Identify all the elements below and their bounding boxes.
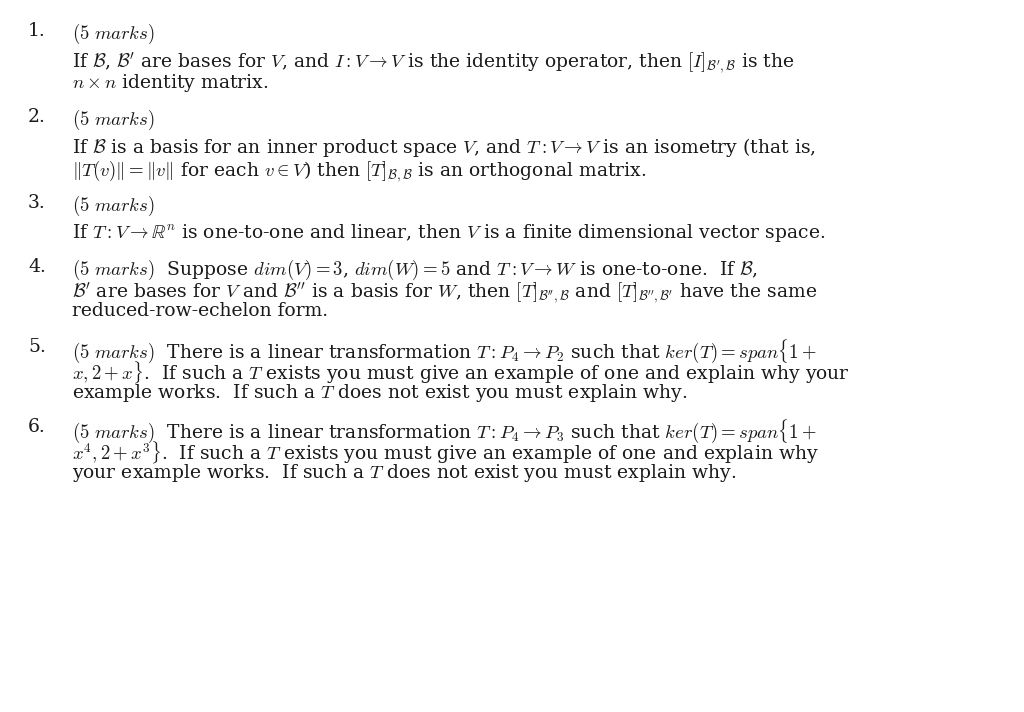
Text: $\it{(5\ marks)}$  There is a linear transformation $T : P_4 \rightarrow P_2$ su: $\it{(5\ marks)}$ There is a linear tran…: [72, 338, 817, 365]
Text: 3.: 3.: [28, 194, 46, 212]
Text: 4.: 4.: [28, 258, 46, 276]
Text: If $\mathcal{B}$, $\mathcal{B}'$ are bases for $V$, and $I : V \rightarrow V$ is: If $\mathcal{B}$, $\mathcal{B}'$ are bas…: [72, 50, 795, 75]
Text: If $\mathcal{B}$ is a basis for an inner product space $V$, and $T : V \rightarr: If $\mathcal{B}$ is a basis for an inner…: [72, 136, 816, 159]
Text: $x^4, 2+x^3\}$.  If such a $T$ exists you must give an example of one and explai: $x^4, 2+x^3\}$. If such a $T$ exists you…: [72, 440, 819, 466]
Text: If $T : V \rightarrow \mathbb{R}^n$ is one-to-one and linear, then $V$ is a fini: If $T : V \rightarrow \mathbb{R}^n$ is o…: [72, 222, 825, 244]
Text: your example works.  If such a $T$ does not exist you must explain why.: your example works. If such a $T$ does n…: [72, 462, 736, 484]
Text: $\|T(v)\| = \|v\|$ for each $v \in V$) then $[T]_{\mathcal{B},\mathcal{B}}$ is a: $\|T(v)\| = \|v\|$ for each $v \in V$) t…: [72, 158, 646, 184]
Text: reduced-row-echelon form.: reduced-row-echelon form.: [72, 302, 328, 320]
Text: $x, 2+x\}$.  If such a $T$ exists you must give an example of one and explain wh: $x, 2+x\}$. If such a $T$ exists you mus…: [72, 360, 850, 387]
Text: 2.: 2.: [28, 108, 46, 126]
Text: $n \times n$ identity matrix.: $n \times n$ identity matrix.: [72, 72, 268, 94]
Text: example works.  If such a $T$ does not exist you must explain why.: example works. If such a $T$ does not ex…: [72, 382, 688, 404]
Text: 1.: 1.: [28, 22, 46, 40]
Text: $\it{(5\ marks)}$: $\it{(5\ marks)}$: [72, 194, 155, 218]
Text: $\mathcal{B}'$ are bases for $V$ and $\mathcal{B}''$ is a basis for $W$, then $[: $\mathcal{B}'$ are bases for $V$ and $\m…: [72, 280, 817, 305]
Text: $\it{(5\ marks)}$  There is a linear transformation $T : P_4 \rightarrow P_3$ su: $\it{(5\ marks)}$ There is a linear tran…: [72, 418, 817, 446]
Text: $\it{(5\ marks)}$: $\it{(5\ marks)}$: [72, 22, 155, 46]
Text: $\it{(5\ marks)}$: $\it{(5\ marks)}$: [72, 108, 155, 132]
Text: 6.: 6.: [28, 418, 46, 436]
Text: $\it{(5\ marks)}$  Suppose $\mathit{dim}(V) = 3$, $\mathit{dim}(W) = 5$ and $T :: $\it{(5\ marks)}$ Suppose $\mathit{dim}(…: [72, 258, 758, 282]
Text: 5.: 5.: [28, 338, 46, 356]
